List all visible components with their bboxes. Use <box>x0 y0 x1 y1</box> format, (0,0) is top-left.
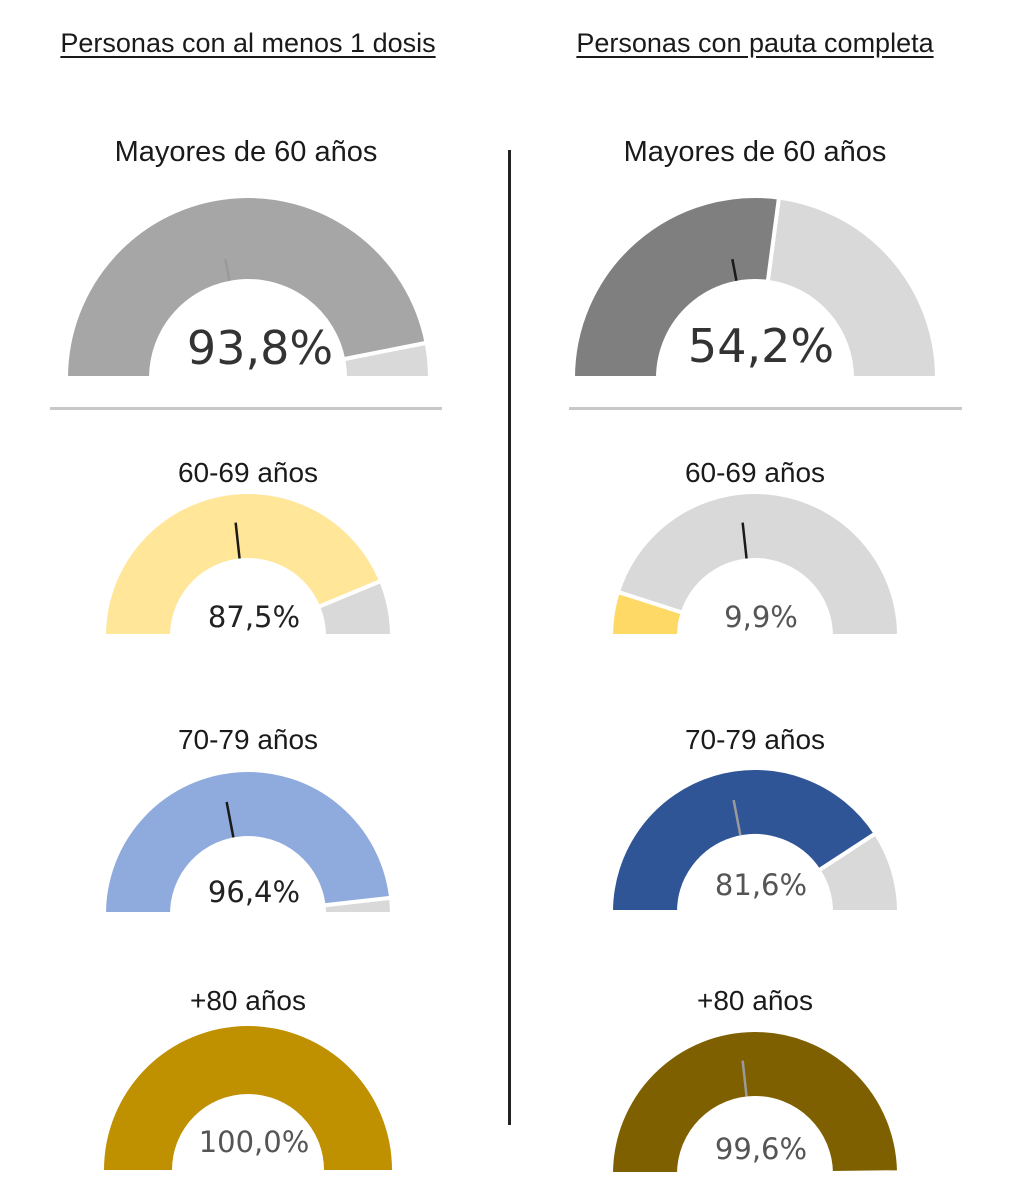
gauge-needle <box>224 258 231 281</box>
gauge-value-arc <box>570 194 782 380</box>
gauge-value-label: 96,4% <box>208 875 300 909</box>
gauge-value-label: 93,8% <box>187 321 333 375</box>
gauge-title-over60-first-dose: Mayores de 60 años <box>114 136 378 168</box>
gauge-70-79-first-dose: 96,4% <box>101 768 395 916</box>
gauge-title-60-69-full-schedule: 60-69 años <box>684 457 826 488</box>
gauge-remaining-arc <box>815 830 902 914</box>
gauge-value-label: 54,2% <box>688 319 834 373</box>
gauge-over60-full-schedule: 54,2% <box>570 194 940 380</box>
gauge-title-70-79-full-schedule: 70-79 años <box>684 724 826 755</box>
gauge-80plus-first-dose: 100,0% <box>104 1026 392 1170</box>
gauge-value-arc <box>101 490 384 638</box>
gauge-value-label: 99,6% <box>715 1132 807 1166</box>
gauge-70-79-full-schedule: 81,6% <box>608 766 902 914</box>
gauge-60-69-full-schedule: 9,9% <box>608 490 902 638</box>
gauge-value-arc <box>63 194 429 380</box>
column-title-full-schedule: Personas con pauta completa <box>576 28 934 58</box>
gauge-needle <box>225 801 235 838</box>
separator-left <box>50 407 442 410</box>
column-title-first-dose: Personas con al menos 1 dosis <box>60 28 436 58</box>
gauge-title-60-69-first-dose: 60-69 años <box>177 457 319 488</box>
gauge-80plus-full-schedule: 99,6% <box>608 1027 902 1176</box>
gauge-value-label: 87,5% <box>208 600 300 634</box>
gauge-title-80plus-full-schedule: +80 años <box>697 985 813 1016</box>
gauge-needle <box>234 522 241 559</box>
gauge-value-arc <box>101 768 394 916</box>
gauge-over60-first-dose: 93,8% <box>63 194 433 380</box>
gauge-value-label: 81,6% <box>715 868 807 902</box>
gauge-remaining-arc <box>615 490 902 638</box>
gauge-title-70-79-first-dose: 70-79 años <box>177 724 319 755</box>
gauge-value-label: 100,0% <box>199 1125 310 1159</box>
gauge-remaining-arc <box>765 195 940 380</box>
gauge-value-arc <box>608 766 879 914</box>
gauge-needle <box>732 799 742 836</box>
column-divider <box>508 150 511 1125</box>
gauge-value-arc <box>104 1026 392 1170</box>
gauge-value-label: 9,9% <box>724 600 798 634</box>
gauge-remaining-arc <box>315 578 395 638</box>
gauge-title-over60-full-schedule: Mayores de 60 años <box>623 136 887 168</box>
gauge-needle <box>741 522 748 559</box>
gauge-value-arc <box>608 1027 902 1176</box>
separator-right <box>569 407 962 410</box>
gauge-value-arc <box>608 589 686 638</box>
gauge-needle <box>731 258 738 281</box>
gauge-title-80plus-first-dose: +80 años <box>190 985 306 1016</box>
gauge-needle <box>741 1060 748 1097</box>
gauge-60-69-first-dose: 87,5% <box>101 490 395 638</box>
